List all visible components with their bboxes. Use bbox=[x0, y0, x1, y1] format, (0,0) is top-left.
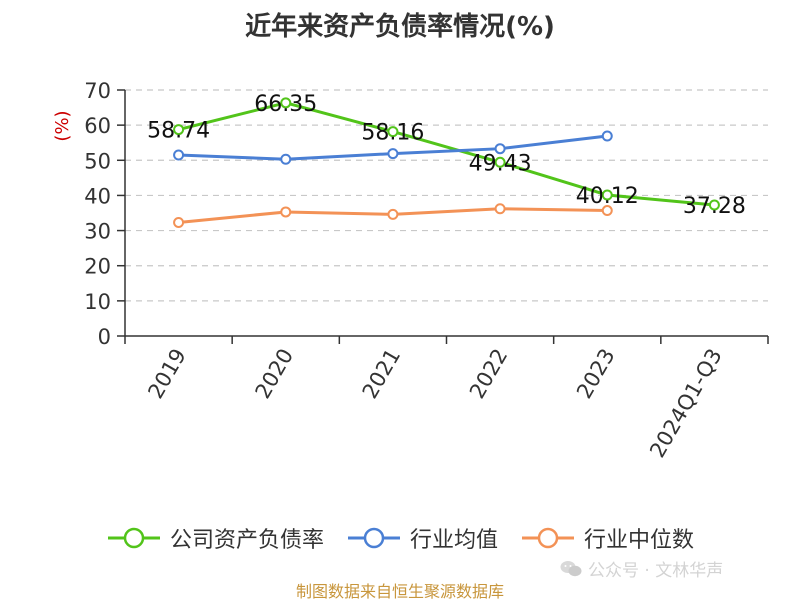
series-line bbox=[178, 101, 715, 207]
data-point bbox=[387, 126, 399, 138]
data-label: 49.43 bbox=[469, 151, 532, 176]
data-label: 37.28 bbox=[683, 194, 746, 219]
data-point bbox=[601, 189, 613, 201]
x-tick-label: 2024Q1-Q3 bbox=[645, 345, 727, 462]
legend-swatch-marker bbox=[123, 527, 145, 549]
y-tick-label: 50 bbox=[84, 149, 111, 173]
legend-label: 行业均值 bbox=[409, 528, 498, 553]
y-tick-label: 0 bbox=[98, 325, 111, 349]
data-point bbox=[494, 203, 506, 215]
x-tick-label: 2023 bbox=[572, 345, 620, 403]
x-tick-label: 2022 bbox=[465, 345, 513, 403]
data-label: 40.12 bbox=[576, 184, 639, 209]
x-tick-label: 2020 bbox=[251, 345, 299, 403]
legend-swatch bbox=[522, 527, 574, 549]
y-tick-label: 60 bbox=[84, 114, 111, 138]
data-point bbox=[494, 143, 506, 155]
y-tick-label: 20 bbox=[84, 255, 111, 279]
watermark-text: 公众号 · 文林华声 bbox=[588, 561, 724, 581]
legend-item: 公司资产负债率 bbox=[106, 522, 324, 554]
y-axis-label: (%) bbox=[52, 110, 73, 141]
y-tick-label: 70 bbox=[84, 79, 111, 103]
legend-item: 行业中位数 bbox=[520, 522, 694, 554]
data-point bbox=[173, 149, 185, 161]
x-tick-label: 2019 bbox=[143, 345, 191, 403]
data-point bbox=[387, 148, 399, 160]
legend-swatch bbox=[107, 527, 160, 549]
legend: 公司资产负债率 行业均值 行业中位数 bbox=[0, 520, 800, 556]
data-label: 58.74 bbox=[147, 119, 210, 144]
data-point bbox=[280, 97, 292, 109]
data-point bbox=[280, 206, 292, 218]
data-point bbox=[173, 216, 185, 228]
legend-swatch-marker bbox=[363, 527, 385, 549]
data-point bbox=[387, 208, 399, 220]
legend-swatch-marker bbox=[537, 527, 559, 549]
data-point bbox=[601, 205, 613, 217]
data-labels: 58.74 66.35 58.16 49.43 40.12 37.28 bbox=[147, 92, 746, 219]
data-label: 66.35 bbox=[254, 92, 317, 117]
legend-item: 行业均值 bbox=[346, 522, 498, 554]
series bbox=[173, 97, 720, 228]
x-tick-label: 2021 bbox=[358, 345, 406, 403]
watermark: 公众号 · 文林华声 bbox=[560, 556, 723, 581]
data-point bbox=[280, 153, 292, 165]
data-point bbox=[708, 199, 720, 211]
wechat-icon bbox=[560, 560, 582, 576]
legend-swatch bbox=[347, 527, 400, 549]
chart-title: 近年来资产负债率情况(%) bbox=[245, 12, 555, 42]
y-tick-label: 30 bbox=[84, 220, 111, 244]
grid-lines bbox=[125, 89, 768, 302]
data-label: 58.16 bbox=[361, 121, 424, 146]
source-note: 制图数据来自恒生聚源数据库 bbox=[295, 582, 504, 601]
legend-label: 公司资产负债率 bbox=[169, 528, 324, 553]
legend-label: 行业中位数 bbox=[584, 528, 695, 553]
y-tick-label: 40 bbox=[84, 184, 111, 208]
data-point bbox=[173, 124, 185, 136]
y-tick-label: 10 bbox=[84, 290, 111, 314]
data-point bbox=[494, 156, 506, 168]
data-point bbox=[601, 130, 613, 142]
line-chart: 0 10 20 30 40 50 60 70 2019 2020 2021 2022 2023 2024Q… bbox=[52, 79, 769, 462]
